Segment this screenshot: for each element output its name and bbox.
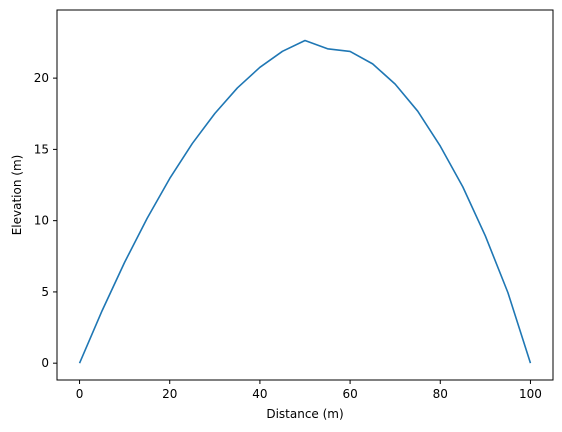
x-axis-label: Distance (m)	[266, 407, 343, 421]
y-tick-label: 5	[41, 285, 49, 299]
plot-area	[78, 39, 532, 364]
x-tick-label: 20	[162, 387, 177, 401]
axes-frame	[56, 9, 554, 381]
y-tick-label: 0	[41, 356, 49, 370]
x-tick-label: 40	[252, 387, 267, 401]
y-tick-label: 15	[34, 142, 49, 156]
series-line-0	[78, 39, 532, 364]
x-tick-label: 100	[519, 387, 542, 401]
x-tick-label: 0	[76, 387, 84, 401]
y-axis-label: Elevation (m)	[10, 155, 24, 236]
y-axis-ticks: 0 5 10 15 20	[34, 71, 57, 370]
x-tick-label: 80	[433, 387, 448, 401]
x-tick-label: 60	[342, 387, 357, 401]
y-tick-label: 10	[34, 214, 49, 228]
x-axis-ticks: 0 20 40 60 80 100	[76, 380, 542, 401]
y-tick-label: 20	[34, 71, 49, 85]
